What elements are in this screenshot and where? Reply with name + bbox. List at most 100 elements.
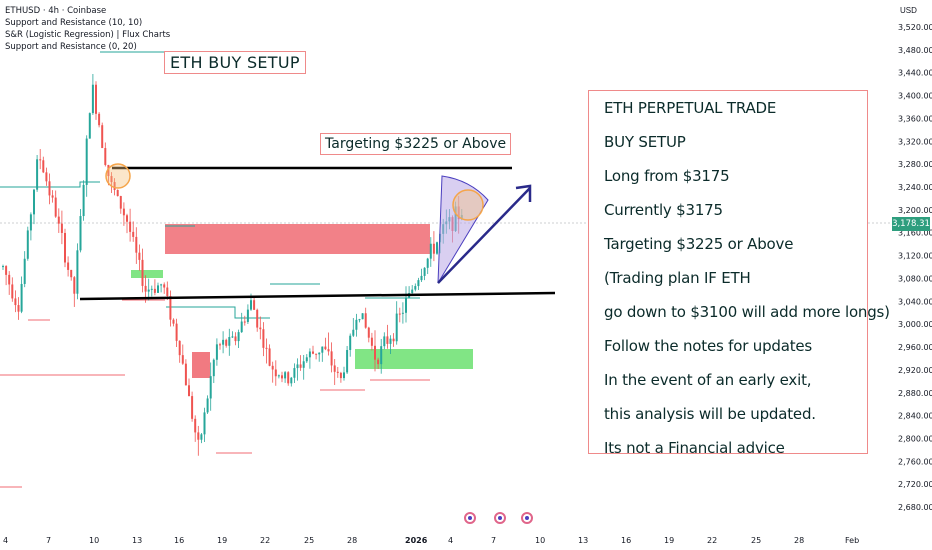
candle-body bbox=[135, 236, 138, 253]
candle-body bbox=[377, 359, 380, 365]
candle-body bbox=[169, 296, 172, 320]
target-label[interactable]: Targeting $3225 or Above bbox=[320, 133, 512, 155]
trade-notes-box[interactable]: ETH PERPETUAL TRADE BUY SETUP Long from … bbox=[588, 90, 890, 457]
time-tick-label: 13 bbox=[578, 536, 588, 545]
candle-body bbox=[101, 125, 104, 149]
candle-body bbox=[26, 230, 29, 259]
time-tick-label: 7 bbox=[46, 536, 51, 545]
price-axis: 3,520.00 3,480.00 3,440.00 3,400.00 3,360.00… bbox=[898, 23, 932, 512]
candle-body bbox=[48, 181, 51, 196]
price-tick-label: 3,280.00 bbox=[898, 160, 932, 169]
note-line: In the event of an early exit, bbox=[604, 371, 812, 389]
candle-body bbox=[23, 258, 26, 284]
candle-body bbox=[262, 329, 265, 348]
candle-body bbox=[296, 364, 299, 369]
candle-body bbox=[163, 284, 166, 288]
candle-body bbox=[129, 221, 132, 232]
time-tick-label: Feb bbox=[845, 536, 859, 545]
candle-body bbox=[194, 418, 197, 433]
trend-arrow-head bbox=[515, 184, 532, 202]
candle-body bbox=[141, 259, 144, 286]
candle-body bbox=[346, 350, 349, 373]
note-line: (Trading plan IF ETH bbox=[604, 269, 751, 287]
candle-body bbox=[64, 232, 66, 263]
candle-body bbox=[380, 346, 383, 365]
note-line: Currently $3175 bbox=[604, 201, 723, 219]
candle-body bbox=[246, 309, 249, 322]
candle-body bbox=[150, 288, 153, 290]
symbol-line[interactable]: ETHUSD · 4h · Coinbase bbox=[5, 6, 107, 16]
candle-body bbox=[215, 344, 218, 360]
candle-body bbox=[411, 289, 414, 294]
price-tick-label: 2,880.00 bbox=[898, 389, 932, 398]
candle-body bbox=[312, 351, 314, 354]
indicator-3[interactable]: Support and Resistance (0, 20) bbox=[5, 42, 137, 52]
price-tick-label: 3,040.00 bbox=[898, 297, 932, 306]
indicator-1[interactable]: Support and Resistance (10, 10) bbox=[5, 18, 143, 28]
candle-body bbox=[392, 338, 395, 342]
candle-body bbox=[113, 182, 116, 190]
candle-body bbox=[321, 346, 324, 353]
time-tick-label: 16 bbox=[174, 536, 184, 545]
candle-body bbox=[361, 313, 364, 320]
economic-event-icon[interactable] bbox=[464, 512, 476, 524]
candle-body bbox=[256, 309, 259, 328]
time-tick-label: 22 bbox=[707, 536, 717, 545]
candle-body bbox=[51, 195, 54, 198]
time-tick-label: 28 bbox=[347, 536, 357, 545]
candle-body bbox=[70, 269, 73, 278]
price-tick-label: 2,920.00 bbox=[898, 366, 932, 375]
candle-body bbox=[432, 243, 435, 254]
setup-title-label[interactable]: ETH BUY SETUP bbox=[164, 51, 306, 74]
candle-body bbox=[39, 159, 42, 161]
price-tick-label: 2,840.00 bbox=[898, 412, 932, 421]
time-tick-label: 19 bbox=[664, 536, 674, 545]
candle-body bbox=[11, 284, 14, 299]
candle-body bbox=[107, 164, 110, 177]
price-tick-label: 3,200.00 bbox=[898, 206, 932, 215]
candle-body bbox=[284, 372, 287, 379]
candle-body bbox=[253, 300, 256, 310]
candle-body bbox=[203, 412, 206, 435]
candle-body bbox=[398, 313, 401, 315]
candle-body bbox=[36, 159, 39, 190]
candle-body bbox=[336, 371, 339, 373]
time-tick-label: 16 bbox=[621, 536, 631, 545]
candle-body bbox=[281, 375, 283, 379]
candle-body bbox=[85, 138, 88, 185]
candle-body bbox=[157, 285, 159, 293]
candle-body bbox=[122, 208, 125, 216]
candle-body bbox=[268, 348, 271, 366]
candle-body bbox=[60, 223, 63, 233]
price-tick-label: 2,680.00 bbox=[898, 503, 932, 512]
candle-body bbox=[76, 250, 79, 294]
candle-body bbox=[2, 266, 4, 268]
candle-body bbox=[358, 319, 361, 321]
candle-body bbox=[364, 313, 367, 328]
candle-body bbox=[144, 285, 147, 292]
candle-body bbox=[290, 377, 293, 384]
candle-body bbox=[17, 305, 20, 312]
time-tick-label: 7 bbox=[491, 536, 496, 545]
candle-body bbox=[8, 274, 11, 285]
note-line: go down to $3100 will add more longs) bbox=[604, 303, 890, 321]
candle-body bbox=[231, 336, 234, 338]
note-line: BUY SETUP bbox=[604, 133, 686, 151]
candle-body bbox=[383, 336, 386, 347]
supply-zone bbox=[165, 224, 430, 254]
candle-body bbox=[370, 337, 373, 346]
candle-body bbox=[67, 262, 70, 270]
currency-label: USD bbox=[900, 6, 917, 15]
indicator-2[interactable]: S&R (Logistic Regression) | Flux Charts bbox=[5, 30, 171, 40]
candle-body bbox=[405, 297, 407, 313]
candle-body bbox=[73, 277, 76, 294]
note-line: Its not a Financial advice bbox=[604, 439, 785, 457]
candle-body bbox=[414, 286, 417, 290]
price-tick-label: 3,080.00 bbox=[898, 274, 932, 283]
candle-body bbox=[302, 361, 305, 368]
economic-event-icon[interactable] bbox=[521, 512, 533, 524]
highlight-circle-left bbox=[105, 163, 131, 189]
economic-event-icon[interactable] bbox=[494, 512, 506, 524]
price-tick-label: 3,480.00 bbox=[898, 46, 932, 55]
